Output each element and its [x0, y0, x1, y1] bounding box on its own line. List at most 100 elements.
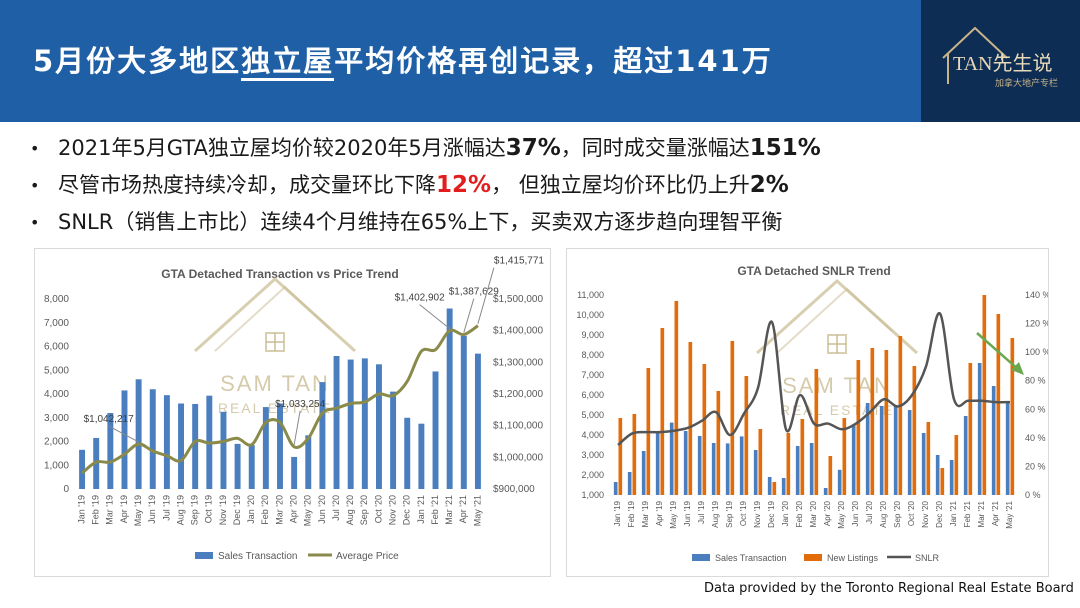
bar-sales-transaction — [333, 356, 340, 489]
x-tick-label: Jun '19 — [683, 500, 692, 526]
bar-new-listings — [758, 429, 763, 495]
bar-sales-transaction — [291, 456, 298, 489]
bar-sales-transaction — [669, 422, 674, 495]
y-left-tick-label: 3,000 — [581, 450, 604, 460]
y-right-tick-label: 40 % — [1025, 433, 1046, 443]
x-tick-label: Jan '19 — [76, 495, 86, 524]
x-tick-label: Oct '20 — [373, 495, 383, 523]
bar-sales-transaction — [474, 353, 481, 489]
legend-swatch — [804, 554, 822, 561]
legend-label: Average Price — [336, 551, 399, 562]
bar-new-listings — [842, 418, 847, 495]
bar-sales-transaction — [277, 403, 283, 489]
legend-label: New Listings — [827, 553, 879, 563]
y-right-tick-label: $1,300,000 — [493, 357, 543, 368]
x-tick-label: Feb '20 — [795, 500, 804, 527]
logo-main-text: TAN先生说 — [953, 52, 1053, 75]
logo-sub-text: 加拿大地产专栏 — [995, 77, 1058, 89]
title-highlight: 独立屋 — [241, 44, 335, 81]
x-tick-label: Feb '21 — [430, 495, 440, 525]
watermark-roof-icon — [214, 285, 331, 352]
x-tick-label: Jul '19 — [161, 495, 171, 521]
y-right-tick-label: 0 % — [1025, 490, 1041, 500]
bar-sales-transaction — [739, 436, 744, 495]
x-tick-label: Dec '20 — [935, 500, 944, 527]
bar-new-listings — [856, 360, 861, 495]
annotation-leader — [463, 298, 475, 333]
bar-sales-transaction — [305, 435, 312, 489]
transaction-price-chart: GTA Detached Transaction vs Price Trend 0… — [34, 248, 551, 577]
y-left-tick-label: 3,000 — [44, 413, 69, 424]
y-right-tick-label: 140 % — [1025, 290, 1048, 300]
title-prefix: 5月份大多地区 — [33, 44, 242, 78]
bar-new-listings — [674, 301, 679, 495]
x-tick-label: Nov '20 — [921, 500, 930, 527]
bar-sales-transaction — [641, 451, 646, 495]
y-right-tick-label: $1,400,000 — [493, 326, 543, 337]
bar-sales-transaction — [977, 363, 982, 495]
bar-sales-transaction — [655, 432, 660, 495]
x-tick-label: Jan '20 — [781, 500, 790, 526]
y-left-tick-label: 2,000 — [581, 470, 604, 480]
x-tick-label: Apr '20 — [289, 495, 299, 523]
bar-new-listings — [814, 369, 819, 495]
title-banner — [0, 0, 1080, 122]
line-average-price — [81, 324, 479, 475]
bar-new-listings — [632, 414, 637, 495]
legend-swatch — [195, 552, 213, 559]
x-tick-label: Jul '19 — [697, 500, 706, 523]
x-tick-label: May '20 — [303, 495, 313, 526]
y-left-tick-label: 4,000 — [581, 430, 604, 440]
watermark-text: REAL ESTATE — [780, 402, 894, 418]
y-right-tick-label: $1,100,000 — [493, 421, 543, 432]
bar-sales-transaction — [149, 389, 156, 489]
bar-new-listings — [702, 364, 707, 495]
annotation-leader — [477, 267, 495, 324]
y-right-tick-label: 120 % — [1025, 319, 1048, 329]
x-tick-label: Dec '20 — [402, 495, 412, 525]
bar-sales-transaction — [879, 406, 884, 495]
bar-sales-transaction — [460, 335, 467, 489]
x-tick-label: Mar '19 — [105, 495, 115, 525]
x-tick-label: Dec '19 — [232, 495, 242, 525]
bar-sales-transaction — [795, 446, 800, 495]
y-left-tick-label: 1,000 — [581, 490, 604, 500]
bar-new-listings — [828, 456, 833, 495]
x-tick-label: Jan '20 — [246, 495, 256, 524]
x-tick-label: Aug '20 — [345, 495, 355, 525]
bar-sales-transaction — [613, 482, 618, 495]
brand-logo: TAN先生说 加拿大地产专栏 — [942, 26, 1058, 89]
watermark-roof-icon — [776, 287, 893, 354]
x-tick-label: Mar '21 — [977, 500, 986, 527]
x-tick-label: Jan '21 — [416, 495, 426, 524]
snlr-chart: GTA Detached SNLR Trend 1,000 2,000 3,000 4,… — [566, 248, 1049, 577]
y-right-tick-label: 20 % — [1025, 461, 1046, 471]
x-tick-label: Oct '20 — [907, 500, 916, 526]
legend-label: SNLR — [915, 553, 940, 563]
x-tick-label: Aug '20 — [879, 500, 888, 527]
watermark-text: SAM TAN — [782, 373, 892, 398]
y-left-tick-label: 5,000 — [581, 410, 604, 420]
x-tick-label: Feb '20 — [260, 495, 270, 525]
bar-sales-transaction — [893, 405, 898, 495]
x-tick-label: Nov '19 — [218, 495, 228, 525]
data-source-note: Data provided by the Toronto Regional Re… — [704, 581, 1074, 596]
bar-new-listings — [954, 435, 959, 495]
x-tick-label: Jul '20 — [865, 500, 874, 523]
bar-sales-transaction — [262, 407, 269, 489]
bar-sales-transaction — [192, 403, 199, 489]
bar-sales-transaction — [404, 417, 411, 489]
chart-title: GTA Detached SNLR Trend — [737, 264, 890, 278]
bar-sales-transaction — [163, 395, 170, 489]
bar-new-listings — [688, 342, 693, 495]
x-tick-label: Jun '20 — [317, 495, 327, 524]
bar-sales-transaction — [907, 410, 912, 495]
bar-sales-transaction — [79, 449, 86, 489]
bar-new-listings — [996, 314, 1001, 495]
bar-new-listings — [660, 328, 665, 495]
bar-new-listings — [730, 341, 735, 495]
bar-new-listings — [940, 468, 945, 495]
x-tick-label: Oct '19 — [204, 495, 214, 523]
bar-new-listings — [870, 348, 875, 495]
bar-sales-transaction — [725, 443, 730, 495]
